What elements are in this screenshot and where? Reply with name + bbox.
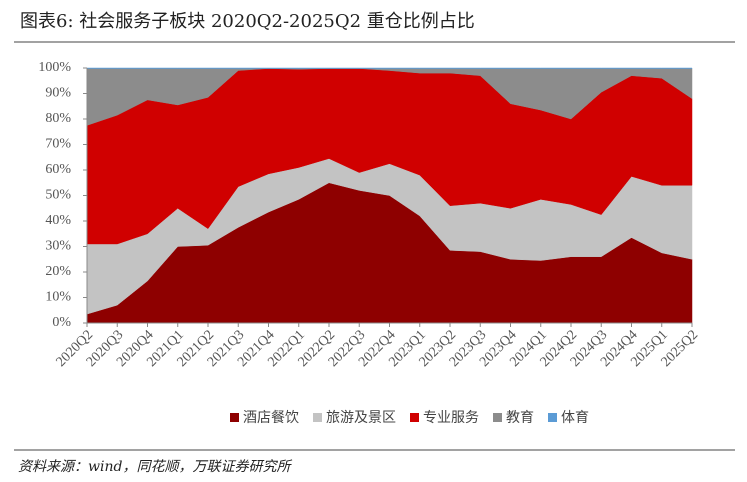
- chart-title: 图表6: 社会服务子板块 2020Q2-2025Q2 重仓比例占比: [20, 11, 475, 32]
- y-tick-label: 70%: [45, 137, 71, 152]
- y-tick-label: 30%: [45, 239, 71, 254]
- legend-label: 专业服务: [423, 410, 479, 426]
- legend-swatch: [548, 413, 557, 422]
- legend-swatch: [230, 413, 239, 422]
- y-tick-label: 0%: [52, 315, 71, 330]
- legend-label: 酒店餐饮: [243, 410, 299, 426]
- y-tick-label: 10%: [45, 290, 71, 305]
- y-tick-label: 80%: [45, 111, 71, 126]
- area: [86, 67, 693, 69]
- legend-label: 教育: [506, 410, 534, 426]
- y-tick-label: 50%: [45, 188, 71, 203]
- legend-label: 体育: [561, 410, 589, 426]
- y-tick-label: 40%: [45, 213, 71, 228]
- y-tick-label: 20%: [45, 264, 71, 279]
- y-tick-label: 100%: [38, 60, 71, 75]
- legend-swatch: [493, 413, 502, 422]
- legend-label: 旅游及景区: [326, 410, 396, 426]
- legend-swatch: [313, 413, 322, 422]
- y-tick-label: 90%: [45, 86, 71, 101]
- legend-swatch: [410, 413, 419, 422]
- source-note: 资料来源：wind，同花顺，万联证券研究所: [18, 459, 292, 475]
- y-tick-label: 60%: [45, 162, 71, 177]
